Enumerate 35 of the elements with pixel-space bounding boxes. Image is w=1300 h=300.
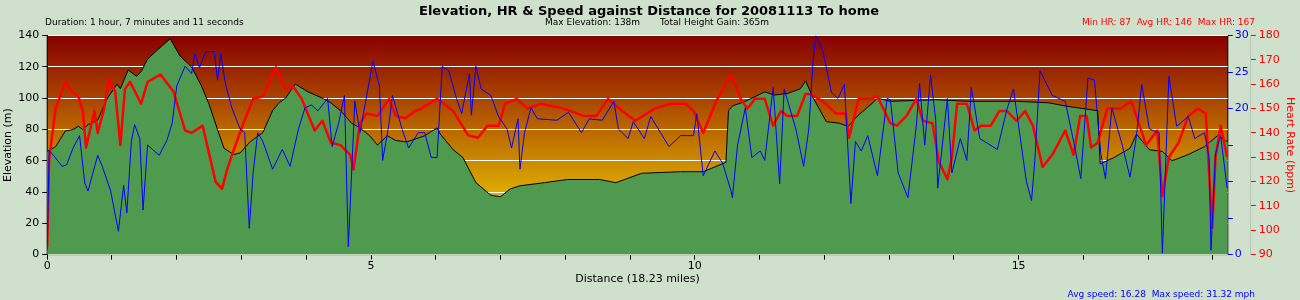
y-tick-label: 60 [25,153,40,167]
chart-title: Elevation, HR & Speed against Distance for 20081113 To home [418,3,880,19]
text: Duration: 1 hour, 7 minutes and 11 seconds [45,17,244,27]
y2-tick-label: 140 [1258,125,1280,139]
y2-tick-label: 130 [1258,150,1280,164]
y2-tick-label: 150 [1258,101,1280,115]
y2-tick-label: 100 [1258,223,1280,237]
y3-tick-label: 20 [1234,101,1249,115]
y2-tick-label: 160 [1258,77,1280,91]
x-tick-label: 10 [687,259,702,273]
y-tick-label: 0 [32,247,40,261]
y2-axis-title: Heart Rate (bpm) [1283,97,1297,194]
y3-tick-label: 0 [1234,247,1242,261]
text: Total Height Gain: 365m [660,17,770,27]
x-axis-title: Distance (18.23 miles) [575,272,700,286]
y-tick-label: 80 [25,122,40,136]
y-tick-label: 100 [18,91,40,105]
x-tick-label: 15 [1011,259,1026,273]
text: Min HR: 87 Avg HR: 146 Max HR: 167 [1082,17,1255,27]
y-tick-label: 120 [18,59,40,73]
y2-tick-label: 110 [1258,198,1280,212]
y-tick-label: 20 [25,216,40,230]
text: Avg speed: 16.28 Max speed: 31.32 mph [1067,289,1255,299]
y-axis-title: Elevation (m) [1,108,15,183]
y2-tick-label: 170 [1258,52,1280,66]
x-tick-label: 0 [43,259,51,273]
y2-tick-label: 120 [1258,174,1280,188]
y3-tick-label: 25 [1234,64,1249,78]
y2-tick-label: 90 [1258,247,1273,261]
text: Max Elevation: 138m [545,17,641,27]
y3-tick-label: 30 [1234,28,1249,42]
x-tick-label: 5 [367,259,375,273]
y-tick-label: 140 [18,28,40,42]
y2-tick-label: 180 [1258,28,1280,42]
y-tick-label: 40 [25,184,40,198]
